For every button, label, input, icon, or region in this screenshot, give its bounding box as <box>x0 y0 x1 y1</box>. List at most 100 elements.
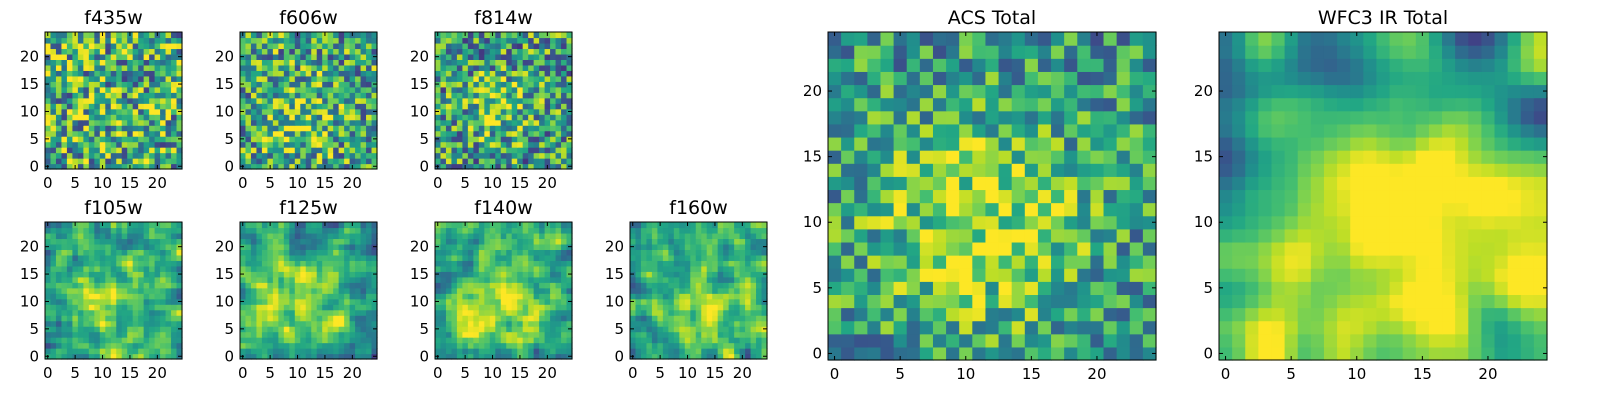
heatmap-cell <box>717 232 724 240</box>
heatmap-cell <box>160 271 167 278</box>
heatmap-cell <box>116 70 123 77</box>
heatmap-cell <box>745 353 752 360</box>
heatmap-cell <box>272 147 279 154</box>
heatmap-cell <box>1011 294 1026 309</box>
heatmap-cell <box>561 353 568 360</box>
heatmap-cell <box>495 232 502 240</box>
heatmap-cell <box>283 254 290 261</box>
heatmap-cell <box>478 222 485 229</box>
heatmap-cell <box>550 48 557 55</box>
heatmap-cell <box>533 48 540 55</box>
heatmap-cell <box>662 342 669 349</box>
heatmap-cell <box>171 163 178 170</box>
heatmap-cell <box>300 315 307 322</box>
heatmap-cell <box>451 158 458 165</box>
heatmap-cell <box>300 293 307 300</box>
heatmap-cell <box>695 271 702 278</box>
heatmap-cell <box>256 97 263 104</box>
heatmap-cell <box>506 326 513 333</box>
heatmap-cell <box>105 81 112 88</box>
heatmap-cell <box>495 48 502 55</box>
heatmap-cell <box>355 326 362 333</box>
heatmap-cell <box>72 227 79 234</box>
heatmap-cell <box>739 260 746 267</box>
heatmap-cell <box>1090 333 1105 348</box>
heatmap-cell <box>867 202 882 217</box>
heatmap-cell <box>462 81 469 88</box>
heatmap-cell <box>462 130 469 137</box>
heatmap-cell <box>272 37 279 44</box>
heatmap-cell <box>640 298 648 305</box>
heatmap-cell <box>440 293 447 300</box>
heatmap-cell <box>94 254 101 261</box>
heatmap-cell <box>673 331 680 338</box>
heatmap-cell <box>761 348 768 355</box>
heatmap-cell <box>143 232 150 240</box>
heatmap-cell <box>462 147 469 154</box>
heatmap-cell <box>105 32 112 39</box>
heatmap-cell <box>344 243 351 250</box>
heatmap-cell <box>371 222 378 229</box>
heatmap-cell <box>272 32 279 39</box>
heatmap-cell <box>517 48 524 55</box>
heatmap-cell <box>250 48 258 55</box>
heatmap-cell <box>539 243 546 250</box>
heatmap-cell <box>316 287 323 294</box>
heatmap-cell <box>555 298 562 305</box>
heatmap-cell <box>478 81 485 88</box>
heatmap-cell <box>998 346 1013 361</box>
heatmap-cell <box>45 293 52 300</box>
heatmap-cell <box>690 276 697 283</box>
heatmap-cell <box>366 53 373 60</box>
heatmap-cell <box>176 249 183 256</box>
heatmap-cell <box>165 59 172 66</box>
heatmap-cell <box>349 136 356 143</box>
heatmap-cell <box>717 265 724 272</box>
heatmap-cell <box>495 271 502 278</box>
heatmap-cell <box>1090 241 1105 256</box>
heatmap-cell <box>338 287 345 294</box>
heatmap-cell <box>61 114 68 121</box>
heatmap-cell <box>171 320 178 327</box>
heatmap-cell <box>517 265 524 272</box>
heatmap-cell <box>366 158 373 165</box>
heatmap-cell <box>66 64 73 71</box>
heatmap-cell <box>50 326 57 333</box>
heatmap-cell <box>828 228 842 243</box>
heatmap-cell <box>283 348 290 355</box>
heatmap-cell <box>165 152 172 159</box>
heatmap-cell <box>289 276 296 283</box>
heatmap-cell <box>761 287 768 294</box>
heatmap-cell <box>701 315 708 322</box>
heatmap-cell <box>506 260 513 267</box>
heatmap-cell <box>99 287 106 294</box>
heatmap-cell <box>635 254 642 261</box>
heatmap-cell <box>55 276 63 283</box>
heatmap-cell <box>539 92 546 99</box>
heatmap-cell <box>640 315 648 322</box>
heatmap-cell <box>566 337 573 344</box>
heatmap-cell <box>105 304 112 311</box>
heatmap-cell <box>278 97 285 104</box>
heatmap-cell <box>165 64 172 71</box>
heatmap-cell <box>66 158 73 165</box>
heatmap-cell <box>154 92 161 99</box>
heatmap-cell <box>657 320 664 327</box>
heatmap-cell <box>154 298 161 305</box>
heatmap-cell <box>445 282 453 289</box>
heatmap-cell <box>311 276 318 283</box>
heatmap-cell <box>72 309 79 316</box>
heatmap-cell <box>165 141 172 148</box>
heatmap-cell <box>550 271 557 278</box>
heatmap-cell <box>116 304 123 311</box>
heatmap-cell <box>311 136 318 143</box>
heatmap-cell <box>256 348 263 355</box>
heatmap-cell <box>712 287 719 294</box>
heatmap-cell <box>451 232 458 240</box>
heatmap-cell <box>662 243 669 250</box>
heatmap-cell <box>635 304 642 311</box>
heatmap-cell <box>690 320 697 327</box>
heatmap-cell <box>495 243 502 250</box>
heatmap-cell <box>349 125 356 132</box>
heatmap-cell <box>517 86 524 93</box>
